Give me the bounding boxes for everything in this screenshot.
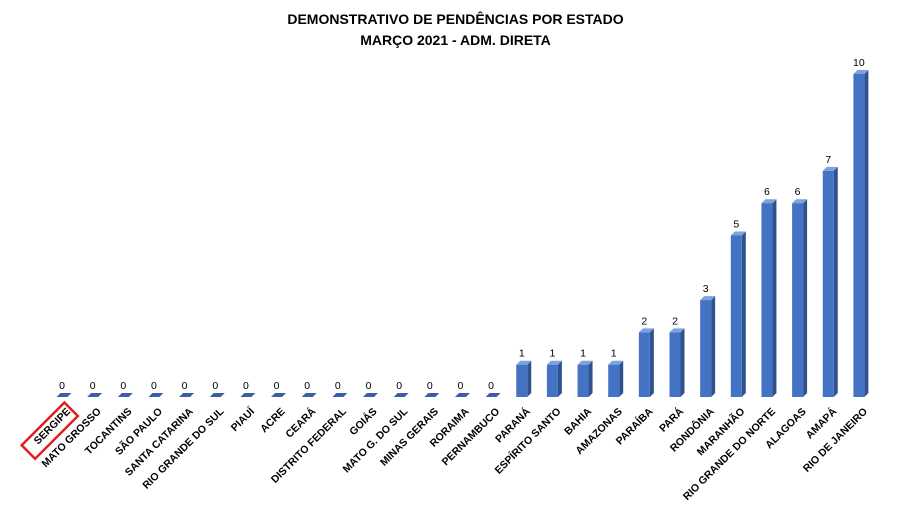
- bar-top-amapa: [822, 166, 838, 171]
- bar-mato-grosso: [87, 393, 103, 397]
- data-label-mato-grosso: 0: [90, 380, 96, 392]
- bar-top-amazonas: [608, 360, 624, 365]
- bar-tocantins: [117, 393, 133, 397]
- bar-sao-paulo: [148, 393, 164, 397]
- bar-top-maranhao: [730, 231, 746, 236]
- data-label-rio-grande-do-sul: 0: [212, 380, 218, 392]
- bar-piaui: [240, 393, 256, 397]
- bar-rondonia: [700, 300, 712, 397]
- bar-pernambuco: [485, 393, 501, 397]
- bar-side-para: [680, 328, 685, 397]
- data-label-espirito-santo: 1: [549, 348, 555, 360]
- bar-top-alagoas: [792, 199, 808, 204]
- data-label-santa-catarina: 0: [182, 380, 188, 392]
- bar-top-para: [669, 328, 685, 333]
- bar-santa-catarina: [179, 393, 195, 397]
- data-label-rondonia: 3: [703, 283, 709, 295]
- chart-title: DEMONSTRATIVO DE PENDÊNCIAS POR ESTADO: [287, 11, 624, 27]
- bar-top-rio-de-janeiro: [853, 70, 869, 74]
- x-tick-label-acre: ACRE: [258, 406, 288, 436]
- data-label-mato-g-do-sul: 0: [396, 380, 402, 392]
- bars-group: [56, 70, 869, 397]
- bar-top-espirito-santo: [546, 360, 562, 365]
- bar-alagoas: [792, 203, 804, 397]
- bar-paraiba: [638, 332, 650, 397]
- bar-acre: [271, 393, 287, 397]
- bar-side-parana: [527, 360, 532, 397]
- bar-top-paraiba: [638, 328, 654, 333]
- bar-distrito-federal: [332, 393, 348, 397]
- data-label-minas-gerais: 0: [427, 380, 433, 392]
- bar-top-rio-grande-do-norte: [761, 199, 777, 204]
- bar-side-amapa: [833, 166, 838, 397]
- bar-side-amazonas: [619, 360, 624, 397]
- data-label-tocantins: 0: [120, 380, 126, 392]
- data-label-pernambuco: 0: [488, 380, 494, 392]
- bar-side-rio-grande-do-norte: [772, 199, 777, 397]
- data-label-alagoas: 6: [795, 186, 801, 198]
- data-label-paraiba: 2: [641, 315, 647, 327]
- bar-side-paraiba: [649, 328, 654, 397]
- bar-side-bahia: [588, 360, 593, 397]
- bar-rio-de-janeiro: [853, 74, 865, 397]
- data-label-bahia: 1: [580, 348, 586, 360]
- bar-side-maranhao: [741, 231, 746, 397]
- bar-para: [669, 332, 681, 397]
- highlight-box-sergipe: [19, 400, 80, 461]
- data-label-para: 2: [672, 315, 678, 327]
- bar-rio-grande-do-norte: [761, 203, 773, 397]
- bar-top-rondonia: [700, 296, 716, 301]
- data-label-rio-grande-do-norte: 6: [764, 186, 770, 198]
- bar-mato-g-do-sul: [393, 393, 409, 397]
- data-label-acre: 0: [274, 380, 280, 392]
- bar-top-parana: [516, 360, 532, 365]
- data-label-sao-paulo: 0: [151, 380, 157, 392]
- bar-side-espirito-santo: [557, 360, 562, 397]
- bar-espirito-santo: [546, 364, 558, 397]
- bar-parana: [516, 364, 528, 397]
- bar-amapa: [822, 170, 834, 397]
- x-tick-label-para: PARÁ: [656, 405, 686, 435]
- bar-top-bahia: [577, 360, 593, 365]
- bar-side-rondonia: [711, 296, 716, 397]
- data-label-ceara: 0: [304, 380, 310, 392]
- bar-side-alagoas: [803, 199, 808, 397]
- data-label-roraima: 0: [458, 380, 464, 392]
- data-label-piaui: 0: [243, 380, 249, 392]
- x-tick-label-piaui: PIAUÍ: [228, 404, 258, 434]
- chart-subtitle: MARÇO 2021 - ADM. DIRETA: [360, 32, 551, 48]
- bar-goias: [363, 393, 378, 397]
- data-label-distrito-federal: 0: [335, 380, 341, 392]
- bar-roraima: [454, 393, 470, 397]
- bar-rio-grande-do-sul: [209, 393, 225, 397]
- data-label-parana: 1: [519, 348, 525, 360]
- data-label-sergipe: 0: [59, 380, 65, 392]
- bar-ceara: [301, 393, 317, 397]
- bar-bahia: [577, 364, 589, 397]
- bar-maranhao: [730, 235, 742, 397]
- data-label-amapa: 7: [825, 154, 831, 166]
- bar-minas-gerais: [424, 393, 440, 397]
- bar-amazonas: [608, 364, 620, 397]
- data-label-goias: 0: [366, 380, 372, 392]
- bar-side-rio-de-janeiro: [864, 70, 869, 397]
- bar-sergipe: [56, 393, 72, 397]
- data-label-amazonas: 1: [611, 348, 617, 360]
- data-label-maranhao: 5: [733, 219, 739, 231]
- data-label-rio-de-janeiro: 10: [853, 57, 865, 69]
